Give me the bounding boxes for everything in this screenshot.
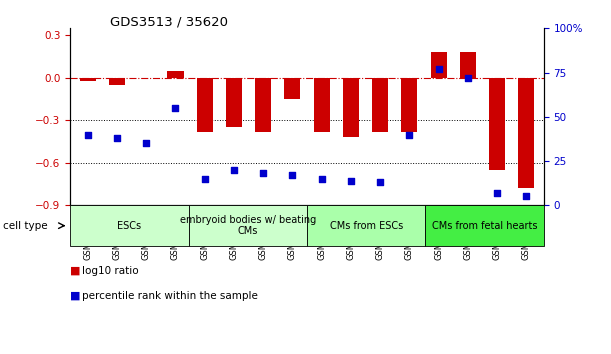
Point — [375, 179, 385, 185]
Bar — [197, 78, 213, 132]
Text: cell type: cell type — [3, 221, 48, 231]
Bar — [313, 78, 330, 132]
Point — [141, 141, 151, 146]
Bar — [284, 78, 301, 99]
Text: ■: ■ — [70, 291, 81, 301]
Point — [112, 135, 122, 141]
Point — [288, 172, 298, 178]
Point — [258, 171, 268, 176]
Point — [434, 66, 444, 72]
Bar — [431, 52, 447, 78]
Point — [521, 194, 531, 199]
Point — [83, 132, 93, 137]
Point — [229, 167, 239, 173]
Bar — [80, 78, 96, 81]
Text: CMs from fetal hearts: CMs from fetal hearts — [432, 221, 537, 231]
Bar — [459, 52, 476, 78]
Text: ■: ■ — [70, 266, 81, 276]
Text: ESCs: ESCs — [117, 221, 142, 231]
Bar — [255, 78, 271, 132]
Bar — [109, 78, 125, 85]
Text: log10 ratio: log10 ratio — [82, 266, 139, 276]
Point — [346, 178, 356, 183]
Text: GDS3513 / 35620: GDS3513 / 35620 — [110, 16, 228, 29]
Text: percentile rank within the sample: percentile rank within the sample — [82, 291, 258, 301]
Text: embryoid bodies w/ beating
CMs: embryoid bodies w/ beating CMs — [180, 215, 316, 236]
Point — [492, 190, 502, 196]
Bar — [167, 71, 183, 78]
Text: CMs from ESCs: CMs from ESCs — [329, 221, 403, 231]
Point — [316, 176, 326, 182]
Point — [200, 176, 210, 182]
Bar — [372, 78, 388, 132]
Point — [170, 105, 180, 111]
Bar — [343, 78, 359, 137]
Bar — [518, 78, 534, 188]
Point — [463, 75, 473, 81]
Bar — [401, 78, 417, 132]
Point — [404, 132, 414, 137]
Bar — [226, 78, 242, 127]
Bar — [489, 78, 505, 170]
